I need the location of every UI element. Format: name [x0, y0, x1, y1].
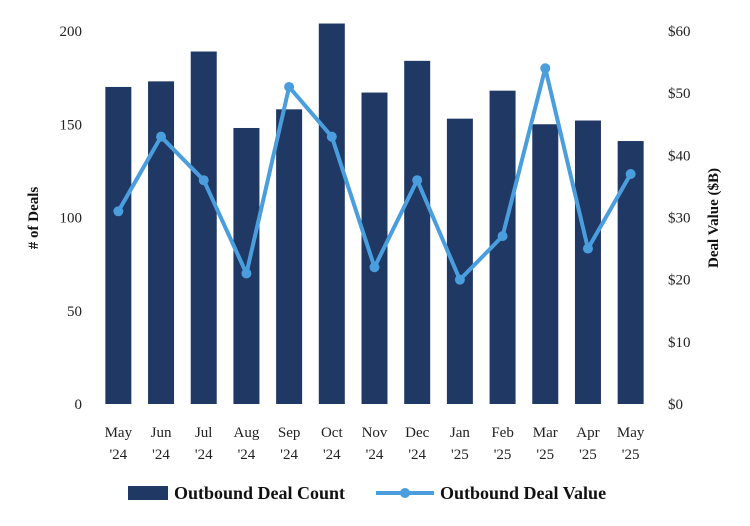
- y-left-tick-1: 50: [67, 304, 82, 320]
- y-left-tick-4: 200: [60, 24, 83, 40]
- legend: Outbound Deal Count Outbound Deal Value: [128, 483, 606, 503]
- y-right-tick-3: $30: [668, 211, 691, 227]
- line-point-9: [497, 231, 508, 242]
- x-axis-ticks: May '24 Jun '24 Jul '24 Aug '24 Sep '24 Oct '24 Nov '…: [105, 425, 645, 463]
- bar-0: [105, 86, 132, 404]
- line-point-4: [284, 81, 295, 92]
- y-left-tick-2: 100: [60, 211, 83, 227]
- line-point-2: [198, 175, 209, 186]
- y-left-tick-3: 150: [60, 117, 83, 133]
- y-right-tick-0: $0: [668, 397, 683, 413]
- y-right-axis-title: Deal Value ($B): [706, 168, 722, 268]
- line-point-11: [582, 243, 593, 254]
- y-right-axis-ticks: $0 $10 $20 $30 $40 $50 $60: [668, 24, 691, 413]
- y-right-tick-6: $60: [668, 24, 691, 40]
- bar-4: [276, 109, 303, 404]
- y-right-tick-1: $10: [668, 335, 691, 351]
- y-left-tick-0: 0: [75, 397, 83, 413]
- line-point-0: [113, 206, 124, 217]
- line-point-10: [540, 63, 551, 74]
- bar-5: [318, 23, 345, 404]
- x-tick-label-9: Feb '25: [491, 425, 514, 463]
- legend-swatch-deal-count: [128, 486, 168, 500]
- y-right-tick-5: $50: [668, 86, 691, 102]
- bar-series: [105, 23, 644, 405]
- bar-7: [404, 60, 431, 405]
- x-tick-label-3: Aug '24: [234, 425, 260, 463]
- x-tick-label-10: Mar '25: [533, 425, 558, 463]
- x-tick-label-0: May '24: [105, 425, 133, 463]
- bar-2: [190, 51, 217, 404]
- line-point-1: [156, 131, 167, 142]
- x-tick-label-1: Jun '24: [151, 425, 172, 463]
- x-tick-label-5: Oct '24: [321, 425, 343, 463]
- x-tick-label-6: Nov '24: [362, 425, 388, 463]
- line-series: [113, 63, 636, 285]
- bar-11: [574, 120, 601, 405]
- x-tick-label-7: Dec '24: [405, 425, 429, 463]
- x-tick-label-8: Jan '25: [450, 425, 470, 463]
- legend-swatch-deal-value-marker: [400, 488, 410, 498]
- x-tick-label-4: Sep '24: [278, 425, 301, 463]
- line-point-8: [454, 274, 465, 285]
- legend-label-deal-count: Outbound Deal Count: [174, 483, 345, 503]
- line-point-7: [412, 175, 423, 186]
- line-point-3: [241, 268, 252, 279]
- y-right-tick-4: $40: [668, 148, 691, 164]
- legend-label-deal-value: Outbound Deal Value: [440, 483, 606, 503]
- x-tick-label-11: Apr '25: [576, 425, 599, 463]
- y-left-axis-title: # of Deals: [26, 187, 42, 250]
- bar-1: [148, 81, 175, 404]
- line-point-6: [369, 262, 380, 273]
- line-point-5: [326, 131, 337, 142]
- bar-10: [532, 124, 559, 404]
- y-right-tick-2: $20: [668, 273, 691, 289]
- x-tick-label-2: Jul '24: [195, 425, 213, 463]
- bar-12: [617, 141, 644, 404]
- x-tick-label-12: May '25: [617, 425, 645, 463]
- y-left-axis-ticks: 0 50 100 150 200: [60, 24, 83, 413]
- line-point-12: [625, 168, 636, 179]
